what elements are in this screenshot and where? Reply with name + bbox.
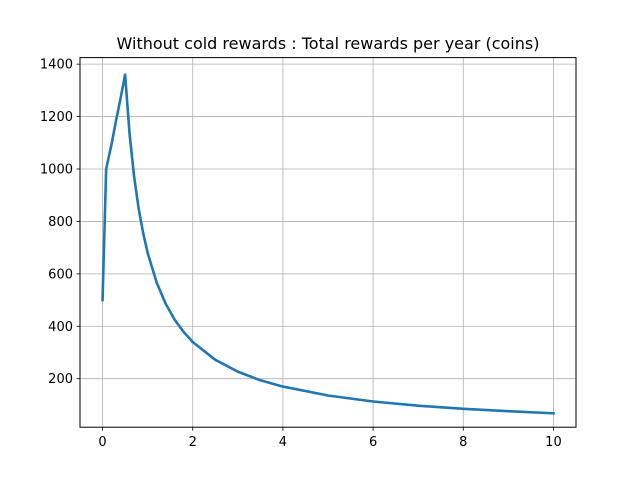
data-point	[417, 405, 419, 407]
x-tick-label: 4	[279, 435, 287, 450]
x-tick-label: 2	[189, 435, 197, 450]
data-point	[147, 252, 149, 254]
data-point	[133, 176, 135, 178]
data-point	[237, 371, 239, 373]
data-point	[156, 281, 158, 284]
data-point	[165, 303, 167, 305]
y-tick-label: 200	[48, 372, 73, 387]
data-point	[259, 379, 261, 381]
x-tick-label: 0	[98, 435, 106, 450]
data-point	[192, 341, 194, 343]
data-point	[183, 331, 185, 333]
data-point	[101, 299, 104, 301]
data-point	[119, 97, 122, 99]
data-point	[124, 74, 126, 76]
data-point	[552, 412, 555, 414]
data-point	[507, 410, 509, 412]
data-point	[129, 133, 131, 135]
y-tick-label: 600	[48, 267, 73, 282]
y-tick-label: 400	[48, 320, 73, 335]
series-layer	[101, 73, 555, 415]
y-tick-label: 800	[48, 215, 73, 230]
y-tick-label: 1400	[40, 58, 73, 73]
grid-lines	[80, 57, 576, 428]
x-tick-label: 10	[545, 435, 562, 450]
data-point	[462, 408, 464, 410]
data-point	[105, 168, 107, 170]
data-point	[327, 394, 329, 397]
chart-title: Without cold rewards : Total rewards per…	[117, 34, 540, 53]
y-tick-label: 1200	[40, 110, 73, 125]
data-point	[142, 232, 144, 234]
y-tick-label: 1000	[40, 163, 73, 178]
data-point	[372, 400, 374, 403]
plot-frame	[79, 57, 577, 428]
data-point	[214, 359, 216, 361]
axis-ticks: 0 2 4 6 8 10 200 400 600 800 1000 1200 1400	[40, 58, 562, 451]
data-point	[110, 143, 113, 145]
series-line	[101, 73, 555, 415]
data-point	[282, 385, 284, 388]
x-tick-label: 6	[369, 435, 377, 450]
x-tick-label: 8	[459, 435, 467, 450]
data-point	[138, 207, 140, 209]
data-point	[174, 319, 176, 321]
data-point	[115, 119, 117, 122]
